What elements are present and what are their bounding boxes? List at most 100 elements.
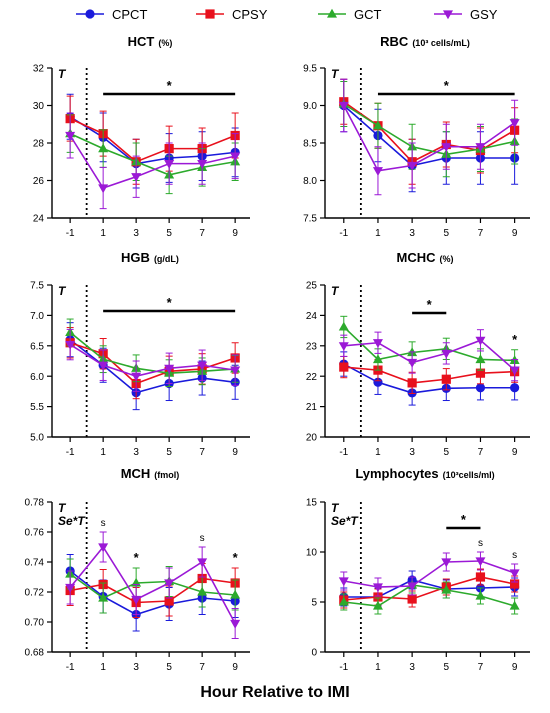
data-point: [475, 383, 486, 393]
x-tick-label: 7: [478, 447, 484, 458]
data-point: [475, 143, 486, 152]
y-tick-label: 0.72: [25, 588, 45, 599]
series-cpct: [339, 570, 520, 607]
series-gsy: [65, 112, 241, 210]
chart-panel-mch: MCH (fmol) 0.68 0.70 0.72 0.74 0.76 0.78 -1 1 3 5 7 9…: [25, 466, 250, 673]
chart-title-unit: (fmol): [154, 470, 179, 480]
data-point: [197, 558, 208, 568]
x-tick-label: 9: [232, 228, 238, 239]
y-tick-label: 21: [306, 402, 318, 413]
data-point: [475, 572, 486, 582]
y-tick-label: 7.5: [30, 281, 44, 292]
chart-title-text: MCH: [121, 466, 151, 481]
chart-title: MCH (fmol): [121, 466, 180, 481]
y-tick-label: 0.74: [25, 558, 45, 569]
y-tick-label: 26: [33, 176, 45, 187]
data-point: [441, 349, 452, 359]
series-gct: [338, 576, 520, 615]
data-point: [509, 569, 520, 579]
data-point: [338, 577, 349, 587]
y-tick-label: 15: [306, 498, 318, 509]
data-point: [65, 131, 76, 141]
x-tick-label: -1: [66, 662, 75, 673]
x-tick-label: 7: [199, 228, 205, 239]
x-tick-label: 5: [444, 662, 450, 673]
series-gsy: [338, 329, 520, 382]
data-point: [164, 596, 174, 606]
x-tick-label: -1: [339, 447, 348, 458]
data-point: [372, 583, 383, 593]
effect-label: T: [58, 501, 67, 515]
x-tick-label: 3: [133, 228, 139, 239]
significance-label: *: [444, 78, 450, 93]
x-tick-label: 1: [375, 447, 381, 458]
y-tick-label: 9.5: [303, 64, 317, 75]
data-point: [441, 558, 452, 568]
legend-item-gct: GCT: [318, 7, 382, 22]
y-tick-label: 23: [306, 341, 318, 352]
point-significance-mark: s: [512, 550, 517, 561]
series-line: [343, 576, 515, 601]
x-tick-label: 7: [199, 662, 205, 673]
y-tick-label: 28: [33, 139, 45, 150]
x-tick-label: 9: [512, 447, 518, 458]
chart-panel-hct: HCT (%) 24 26 28 30 32 -1 1 3 5 7 9 T *: [33, 34, 250, 239]
data-point: [338, 596, 349, 606]
data-point: [98, 361, 109, 371]
x-tick-label: 9: [512, 228, 518, 239]
y-tick-label: 7.0: [30, 311, 44, 322]
y-tick-label: 6.0: [30, 372, 44, 383]
data-point: [338, 342, 349, 351]
series-line: [343, 103, 515, 156]
chart-title: RBC (10³ cells/mL): [380, 34, 470, 49]
data-point: [510, 383, 520, 393]
y-tick-label: 0.70: [25, 618, 45, 629]
data-point: [373, 377, 383, 387]
chart-title-text: HGB: [121, 250, 150, 265]
data-point: [475, 590, 486, 600]
chart-title-text: Lymphocytes: [355, 466, 438, 481]
series-line: [69, 132, 236, 176]
data-point: [230, 619, 241, 629]
legend-marker-circle: [85, 9, 95, 19]
chart-title: HCT (%): [128, 34, 173, 49]
data-point: [131, 595, 142, 605]
chart-title-unit: (10³cells/ml): [443, 470, 495, 480]
y-tick-label: 6.5: [30, 341, 44, 352]
data-point: [131, 173, 142, 182]
x-tick-label: 7: [199, 447, 205, 458]
chart-title-unit: (g/dL): [154, 254, 179, 264]
data-point: [510, 579, 520, 589]
data-point: [407, 594, 417, 604]
chart-panel-mchc: MCHC (%) 20 21 22 23 24 25 -1 1 3 5 7 9 T * *: [306, 250, 530, 458]
series-line: [69, 342, 236, 385]
series-line: [343, 326, 515, 362]
x-tick-label: 5: [444, 447, 450, 458]
series-line: [343, 363, 515, 394]
y-tick-label: 24: [306, 311, 318, 322]
y-tick-label: 9.0: [303, 101, 317, 112]
x-tick-label: 5: [166, 662, 172, 673]
data-point: [441, 584, 452, 594]
series-line: [343, 579, 515, 598]
chart-title-text: HCT: [128, 34, 155, 49]
legend-label: CPCT: [112, 7, 147, 22]
legend-marker-triangle-down: [443, 10, 453, 20]
data-point: [65, 583, 76, 593]
series-line: [69, 573, 236, 599]
series-line: [343, 105, 516, 172]
legend-item-cpsy: CPSY: [196, 7, 268, 22]
series-gsy: [65, 328, 241, 392]
point-significance-mark: *: [512, 332, 518, 347]
data-point: [338, 101, 349, 111]
x-tick-label: 1: [375, 662, 381, 673]
chart-title: Lymphocytes (10³cells/ml): [355, 466, 494, 481]
legend-label: GSY: [470, 7, 498, 22]
data-point: [65, 340, 76, 350]
x-tick-label: -1: [339, 228, 348, 239]
legend-item-cpct: CPCT: [76, 7, 147, 22]
x-tick-label: 1: [375, 228, 381, 239]
effect-label: T: [58, 67, 67, 81]
series-line: [70, 577, 236, 604]
